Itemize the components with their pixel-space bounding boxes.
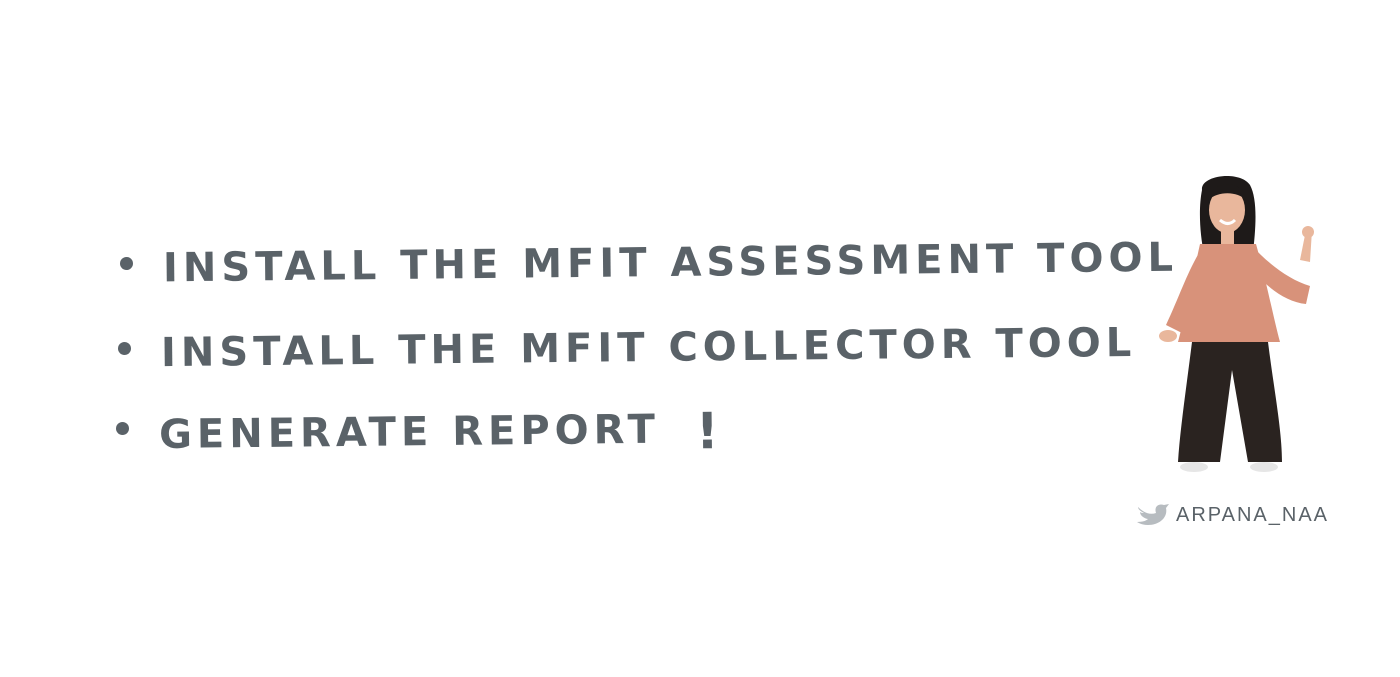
- author-handle: ARPANA_NAA: [1176, 503, 1330, 526]
- author-credit: ARPANA_NAA: [1136, 503, 1329, 527]
- exclamation-mark: !: [695, 402, 725, 461]
- right-hand-fingers: [1302, 226, 1314, 238]
- left-shoe: [1180, 462, 1208, 472]
- face: [1209, 187, 1245, 233]
- right-sleeve: [1252, 248, 1310, 304]
- right-shoe: [1250, 462, 1278, 472]
- left-hand: [1159, 330, 1177, 342]
- left-sleeve: [1166, 248, 1210, 335]
- bullet-dot: [120, 256, 133, 270]
- character-illustration: [1159, 175, 1314, 472]
- bullet-item-generate-report: GENERATE REPORT!: [116, 396, 724, 460]
- bullet-dot: [116, 421, 129, 435]
- bullet-text: INSTALL THE MFIT COLLECTOR TOOL: [160, 319, 1137, 377]
- bullet-item-install-collector: INSTALL THE MFIT COLLECTOR TOOL: [118, 318, 1136, 378]
- bullet-text-main: GENERATE REPORT: [158, 406, 661, 458]
- bird-icon: [1137, 504, 1169, 525]
- bullet-item-install-assessment: INSTALL THE MFIT ASSESSMENT TOOL: [120, 233, 1178, 293]
- hair-fringe: [1208, 184, 1246, 200]
- smile: [1219, 218, 1237, 225]
- right-hand: [1300, 230, 1312, 262]
- pants: [1178, 342, 1282, 462]
- neck: [1221, 230, 1234, 244]
- bullet-text: GENERATE REPORT!: [159, 396, 724, 460]
- bullet-dot: [118, 341, 131, 355]
- bullet-text: INSTALL THE MFIT ASSESSMENT TOOL: [162, 234, 1179, 292]
